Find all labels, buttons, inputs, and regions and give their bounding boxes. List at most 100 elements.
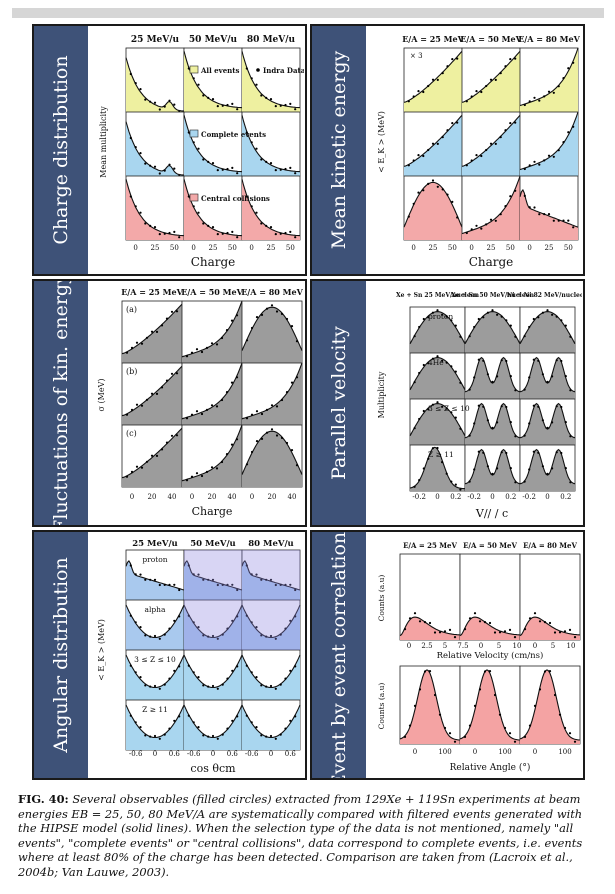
data-point (170, 434, 174, 437)
data-point (226, 231, 229, 235)
data-point (130, 470, 134, 473)
data-point (553, 631, 557, 634)
column-header: E/A = 50 MeV (460, 34, 522, 44)
data-point (528, 422, 531, 425)
data-point (173, 719, 176, 722)
data-point (567, 131, 570, 134)
panel-side-bar: Mean kinetic energy (312, 26, 366, 274)
data-point (192, 77, 195, 80)
data-point (572, 226, 575, 229)
tick-label: 0 (133, 244, 137, 252)
data-point (187, 664, 190, 667)
data-point (431, 447, 434, 450)
data-point (427, 316, 430, 319)
data-point (528, 325, 531, 329)
data-point (255, 147, 258, 150)
data-point (482, 316, 485, 319)
tick-label: 5 (551, 642, 555, 650)
data-point (245, 714, 248, 717)
data-point (428, 621, 432, 625)
data-point (220, 336, 224, 340)
data-point (289, 719, 292, 722)
data-point (274, 687, 277, 690)
data-point (451, 58, 454, 61)
data-point (538, 163, 541, 166)
data-point (546, 380, 549, 383)
data-point (129, 136, 132, 140)
data-point (207, 224, 210, 227)
column-header: E/A = 80 MeV (523, 541, 577, 550)
data-point (438, 713, 442, 716)
x-axis-label: Charge (192, 505, 233, 518)
data-point (160, 448, 164, 451)
data-point (547, 213, 551, 216)
data-point (555, 405, 558, 408)
data-point (441, 136, 444, 139)
column-header: Xe + Sn 50 MeV/nucleon (451, 292, 535, 299)
tick-label: -0.6 (245, 750, 259, 758)
data-point (230, 443, 234, 446)
model-area (182, 363, 242, 425)
data-point (528, 724, 532, 727)
data-point (543, 621, 547, 624)
data-point (514, 481, 517, 484)
data-point (488, 670, 492, 673)
row-label: Z ≥ 11 (428, 450, 454, 459)
data-point (470, 159, 473, 162)
data-point (144, 222, 147, 225)
column-header: 80 MeV/u (247, 35, 296, 45)
data-point (226, 583, 229, 586)
panel-side-bar: Parallel velocity (312, 281, 366, 525)
data-point (503, 726, 507, 730)
data-point (532, 317, 535, 321)
data-point (265, 431, 269, 434)
tick-label: 0 (490, 493, 494, 501)
figure-caption: FIG. 40: Several observables (filled cir… (18, 792, 596, 880)
data-point (451, 200, 454, 203)
data-point (528, 376, 531, 379)
data-point (284, 677, 287, 680)
data-point (423, 621, 427, 624)
data-point (202, 222, 205, 225)
y-axis-label: < E_K > (MeV) (377, 111, 386, 173)
data-point (187, 564, 190, 567)
data-point (187, 195, 190, 198)
data-point (509, 195, 512, 198)
data-point (482, 359, 485, 362)
data-point (403, 735, 407, 738)
data-point (226, 103, 229, 107)
model-area (465, 449, 520, 491)
y-axis-label: Mean multiplicity (99, 106, 108, 178)
data-point (185, 479, 189, 482)
data-point (140, 466, 144, 469)
data-point (134, 671, 137, 674)
data-point (153, 226, 157, 229)
data-point (265, 96, 268, 99)
data-point (158, 583, 161, 587)
tick-label: 40 (168, 493, 177, 501)
data-point (436, 78, 439, 81)
data-point (422, 189, 425, 192)
data-point (158, 172, 161, 175)
data-point (454, 324, 457, 327)
data-point (546, 472, 549, 475)
data-point (413, 612, 417, 615)
data-point (537, 451, 540, 454)
column-header: Xe + Sn 25 MeV/nucleon (396, 292, 480, 299)
data-point (454, 483, 457, 486)
data-point (509, 58, 512, 61)
row-label: 3 ≤ Z ≤ 10 (428, 404, 470, 413)
data-point (504, 129, 507, 132)
data-point (459, 381, 462, 384)
panel-charge-distribution: Charge distribution 25 MeV/u 50 MeV/u 80 M… (32, 24, 307, 276)
data-point (216, 737, 219, 740)
data-point (144, 162, 147, 165)
tick-label: 7.5 (457, 642, 468, 650)
data-point (289, 230, 292, 233)
data-point (491, 426, 494, 429)
header-bar (12, 8, 604, 18)
model-area (242, 363, 302, 425)
data-point (547, 154, 551, 157)
data-point (564, 467, 567, 470)
data-point (153, 734, 157, 738)
